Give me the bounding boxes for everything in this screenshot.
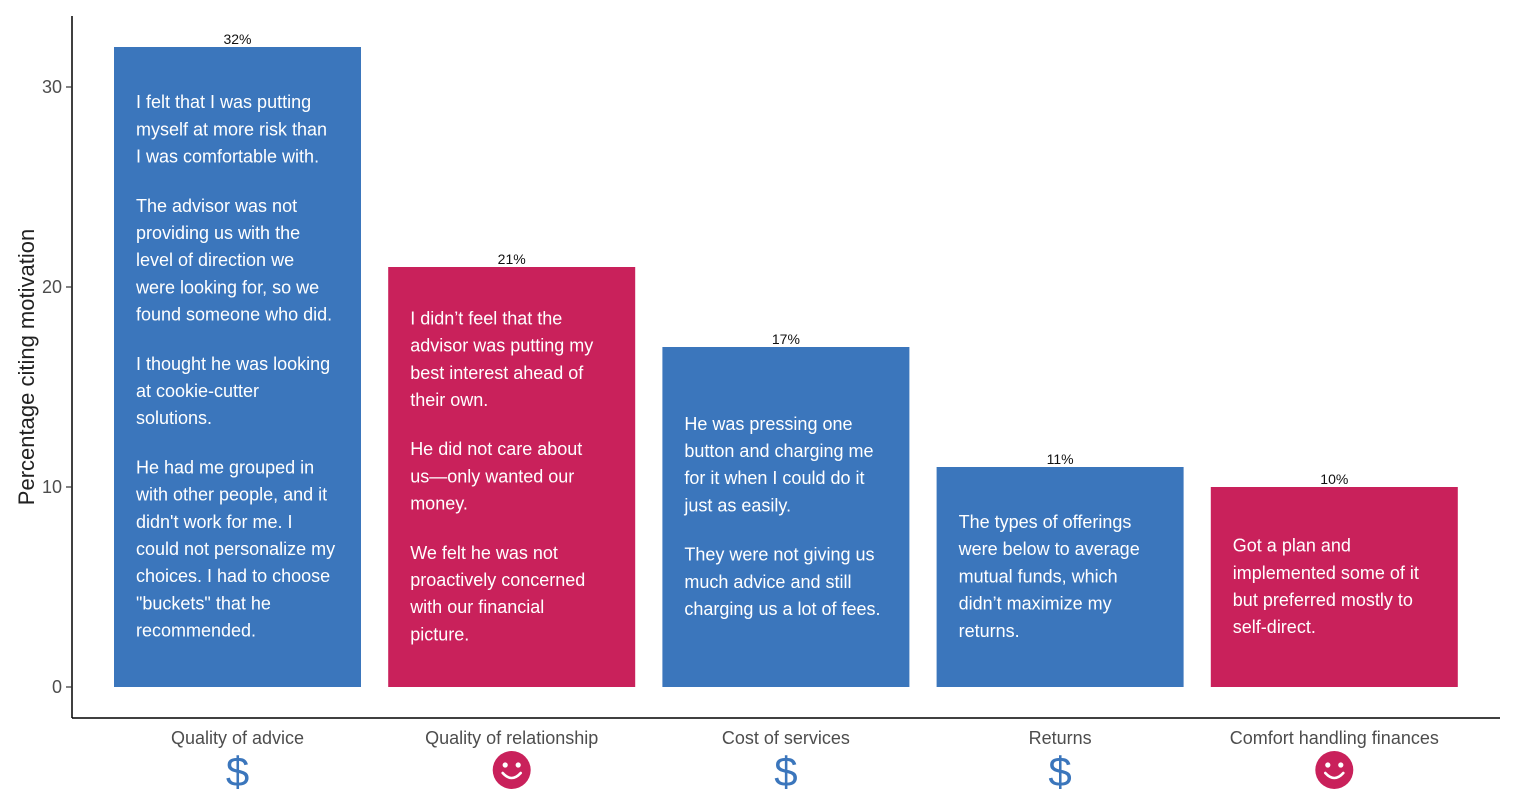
quote-line: found someone who did. xyxy=(136,305,332,325)
quote-line: returns. xyxy=(959,621,1020,641)
quote-line: The types of offerings xyxy=(959,512,1132,532)
dollar-icon: $ xyxy=(774,748,797,792)
smiley-mouth xyxy=(1324,771,1345,780)
quote-line: choices. I had to choose xyxy=(136,566,330,586)
quote-line: could not personalize my xyxy=(136,539,335,559)
quote-line: They were not giving us xyxy=(684,545,874,565)
category-icons: $ $ $ xyxy=(226,748,1354,792)
quote-line: implemented some of it xyxy=(1233,563,1419,583)
quote-line: He had me grouped in xyxy=(136,457,314,477)
quote-line: I thought he was looking xyxy=(136,354,330,374)
smiley-icon xyxy=(492,751,531,789)
bar xyxy=(388,267,636,687)
quote-line: much advice and still xyxy=(684,572,851,592)
quote-line: their own. xyxy=(410,390,488,410)
smiley-mouth xyxy=(501,771,522,780)
quote-line: providing us with the xyxy=(136,223,300,243)
category-labels: Quality of advice Quality of relationship… xyxy=(171,728,1439,748)
quote-line: with other people, and it xyxy=(135,485,327,505)
quote-line: He did not care about xyxy=(410,439,582,459)
smiley-eye xyxy=(515,762,521,768)
smiley-face xyxy=(492,751,531,789)
category-label: Quality of relationship xyxy=(425,728,598,748)
y-ticks: 0 10 20 30 xyxy=(42,77,72,697)
quote-line: at cookie-cutter xyxy=(136,381,259,401)
quote-line: didn't work for me. I xyxy=(136,512,293,532)
quote-line: solutions. xyxy=(136,408,212,428)
value-labels: 32% 21% 17% 11% 10% xyxy=(223,31,1348,487)
quote-line: with our financial xyxy=(409,597,544,617)
quote-line: for it when I could do it xyxy=(684,468,864,488)
bar xyxy=(1210,487,1458,687)
quote-line: didn’t maximize my xyxy=(959,594,1112,614)
category-label: Quality of advice xyxy=(171,728,304,748)
dollar-icon: $ xyxy=(226,748,249,792)
y-tick-label: 10 xyxy=(42,477,62,497)
quote-line: He was pressing one xyxy=(684,414,852,434)
bar-value-label: 32% xyxy=(223,31,251,47)
quote-line: self-direct. xyxy=(1233,617,1316,637)
quote-texts: I felt that I was putting myself at more … xyxy=(135,92,1419,644)
quote-line: but preferred mostly to xyxy=(1233,590,1413,610)
bar xyxy=(662,347,910,687)
quote-line: money. xyxy=(410,494,468,514)
quote-line: I felt that I was putting xyxy=(136,92,311,112)
smiley-eye xyxy=(502,762,508,768)
y-tick-label: 20 xyxy=(42,277,62,297)
y-tick-label: 0 xyxy=(52,677,62,697)
quote-line: recommended. xyxy=(136,621,256,641)
quote-line: best interest ahead of xyxy=(410,363,584,383)
y-tick-label: 30 xyxy=(42,77,62,97)
quote-line: Got a plan and xyxy=(1233,536,1351,556)
dollar-icon: $ xyxy=(1048,748,1071,792)
category-label: Cost of services xyxy=(722,728,850,748)
quote-line: myself at more risk than xyxy=(136,119,327,139)
bar-value-label: 11% xyxy=(1047,451,1074,467)
quote-line: charging us a lot of fees. xyxy=(684,599,880,619)
bar xyxy=(114,47,361,687)
smiley-eye xyxy=(1338,762,1344,768)
category-label: Returns xyxy=(1029,728,1092,748)
quote-line: us—only wanted our xyxy=(410,466,574,486)
quote-line: were looking for, so we xyxy=(135,277,319,297)
quote-line: "buckets" that he xyxy=(136,593,271,613)
bar-value-label: 21% xyxy=(498,251,526,267)
quote-line: The advisor was not xyxy=(136,196,297,216)
quote-line: We felt he was not xyxy=(410,543,558,563)
quote-line: button and charging me xyxy=(684,441,873,461)
quote-line: I was comfortable with. xyxy=(136,147,319,167)
quote-line: advisor was putting my xyxy=(410,336,593,356)
quote-line: level of direction we xyxy=(136,250,294,270)
quote-line: I didn’t feel that the xyxy=(410,308,562,328)
smiley-icon xyxy=(1315,751,1354,789)
smiley-eye xyxy=(1325,762,1331,768)
smiley-face xyxy=(1315,751,1354,789)
bar-value-label: 10% xyxy=(1320,471,1348,487)
quote-line: just as easily. xyxy=(683,495,791,515)
y-axis-label: Percentage citing motivation xyxy=(14,229,39,505)
bars xyxy=(114,47,1458,687)
quote-line: proactively concerned xyxy=(410,570,585,590)
bar-value-label: 17% xyxy=(772,331,800,347)
quote-line: picture. xyxy=(410,624,469,644)
category-label: Comfort handling finances xyxy=(1230,728,1439,748)
quote-line: were below to average xyxy=(958,539,1140,559)
quote-line: mutual funds, which xyxy=(959,566,1118,586)
bar xyxy=(936,467,1184,687)
